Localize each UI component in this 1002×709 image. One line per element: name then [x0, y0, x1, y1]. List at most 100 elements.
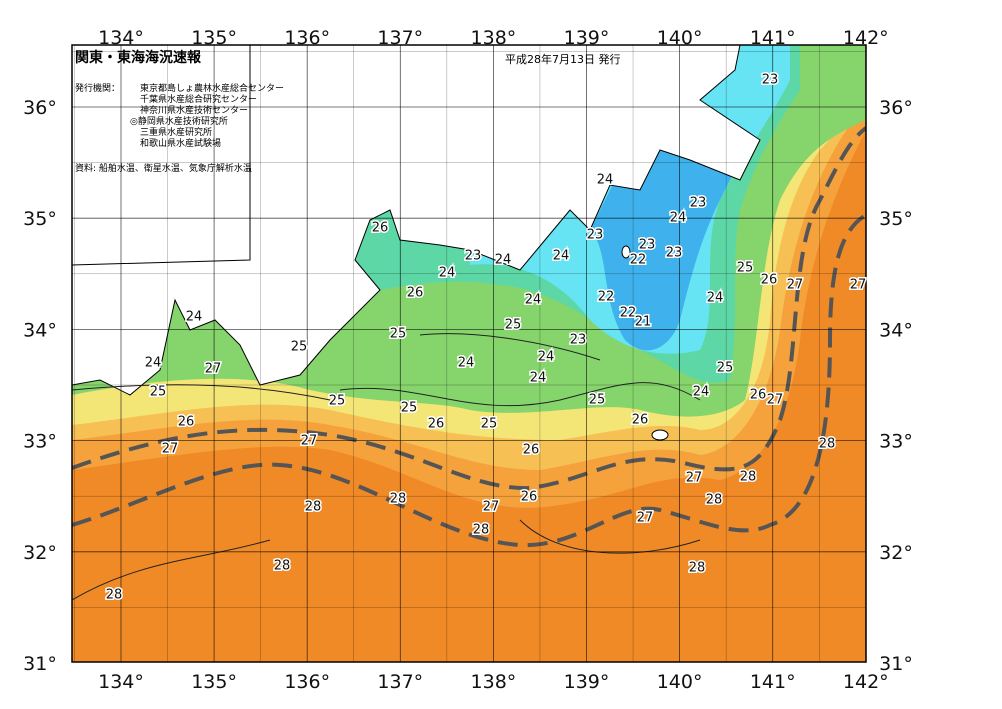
lat-label: 34°: [23, 319, 57, 341]
contour-label: 22: [620, 306, 637, 321]
contour-label: 27: [767, 393, 784, 408]
temperature-field: [72, 45, 866, 662]
lat-label: 33°: [879, 431, 913, 453]
contour-label: 28: [740, 470, 757, 485]
lon-label: 134°: [98, 27, 144, 49]
lat-label: 36°: [879, 97, 913, 119]
contour-label: 25: [589, 393, 606, 408]
lat-label: 35°: [879, 208, 913, 230]
source: 資料: 船舶水温、衛星水温、気象庁解析水温: [75, 162, 252, 174]
lon-label: 134°: [98, 671, 144, 693]
contour-label: 27: [205, 362, 222, 377]
title: 関東・東海海況速報: [75, 49, 202, 66]
contour-label: 25: [329, 394, 346, 409]
contour-label: 28: [390, 492, 407, 507]
lon-label: 137°: [377, 27, 423, 49]
issuer: 千葉県水産総合研究センター: [140, 93, 257, 105]
contour-label: 26: [761, 273, 778, 288]
issue-date: 平成28年7月13日 発行: [505, 52, 621, 66]
contour-label: 24: [458, 356, 475, 371]
lon-label: 138°: [471, 671, 517, 693]
contour-label: 24: [538, 350, 555, 365]
issuer: 東京都島しょ農林水産総合センター: [140, 82, 284, 94]
front-line: [72, 213, 866, 548]
lon-label: 136°: [284, 671, 330, 693]
contour-label: 24: [530, 371, 547, 386]
island: [651, 429, 669, 441]
lon-label: 141°: [750, 27, 796, 49]
contour-label: 26: [407, 286, 424, 301]
lat-label: 36°: [23, 97, 57, 119]
contour-label: 25: [481, 417, 498, 432]
contour-label: 27: [637, 511, 654, 526]
contour-label: 23: [587, 228, 604, 243]
lat-label: 31°: [879, 653, 913, 675]
contour-label: 24: [186, 310, 203, 325]
lat-label: 33°: [23, 431, 57, 453]
contour-label: 25: [717, 361, 734, 376]
contour-label: 28: [689, 561, 706, 576]
contour-label: 24: [693, 385, 710, 400]
lat-label: 32°: [23, 542, 57, 564]
contour-label: 27: [162, 442, 179, 457]
contour-label: 22: [630, 253, 647, 268]
lat-label: 34°: [879, 319, 913, 341]
contour-label: 26: [521, 490, 538, 505]
contour-label: 26: [178, 415, 195, 430]
contour-label: 23: [465, 249, 482, 264]
contour-label: 24: [495, 253, 512, 268]
island: [621, 245, 631, 259]
lon-label: 139°: [564, 27, 610, 49]
contour-label: 24: [525, 293, 542, 308]
contour-label: 25: [390, 327, 407, 342]
issuer: 三重県水産研究所: [140, 126, 212, 138]
contour-label: 26: [372, 221, 389, 236]
issuer: 和歌山県水産試験場: [140, 137, 221, 149]
contour-label: 25: [291, 340, 308, 355]
contour-label: 24: [670, 211, 687, 226]
lon-label: 142°: [843, 671, 889, 693]
contour-label: 21: [635, 315, 652, 330]
contour-label: 26: [428, 417, 445, 432]
contour-label: 24: [707, 291, 724, 306]
lon-label: 139°: [564, 671, 610, 693]
contour-label: 23: [690, 196, 707, 211]
contour-label: 23: [666, 246, 683, 261]
isotherm: [72, 333, 701, 601]
contour-label: 28: [106, 588, 123, 603]
contour-label: 22: [598, 290, 615, 305]
header: 関東・東海海況速報 平成28年7月13日 発行 発行機関： 東京都島しょ農林水産…: [75, 49, 621, 174]
contour-label: 28: [274, 559, 291, 574]
issuer: ◎静岡県水産技術研究所: [130, 115, 228, 127]
contour-label: 23: [762, 73, 779, 88]
contour-label: 28: [473, 523, 490, 538]
contour-label: 27: [483, 500, 500, 515]
lon-label: 140°: [657, 27, 703, 49]
contour-label: 25: [737, 261, 754, 276]
contour-label: 25: [150, 385, 167, 400]
lon-label: 136°: [284, 27, 330, 49]
lon-label: 140°: [657, 671, 703, 693]
contour-label: 23: [639, 238, 656, 253]
lon-label: 135°: [191, 671, 237, 693]
front-line: [72, 126, 866, 491]
axis-labels: 134° 134° 135° 135° 136° 136° 137° 137° 138° 138°…: [23, 27, 913, 693]
lon-label: 137°: [377, 671, 423, 693]
contour-label: 25: [505, 318, 522, 333]
lat-label: 31°: [23, 653, 57, 675]
coastline: [72, 45, 251, 266]
contour-label: 26: [632, 413, 649, 428]
contour-label: 27: [301, 434, 318, 449]
contour-label: 28: [706, 493, 723, 508]
lon-label: 138°: [471, 27, 517, 49]
lon-label: 135°: [191, 27, 237, 49]
contour-label: 23: [570, 333, 587, 348]
lon-label: 141°: [750, 671, 796, 693]
contour-label: 26: [750, 388, 767, 403]
issuer: 神奈川県水産技術センター: [140, 104, 248, 116]
contour-label: 24: [553, 249, 570, 264]
graticule: [72, 45, 867, 662]
issuers: 東京都島しょ農林水産総合センター千葉県水産総合研究センター神奈川県水産技術センタ…: [130, 82, 284, 149]
